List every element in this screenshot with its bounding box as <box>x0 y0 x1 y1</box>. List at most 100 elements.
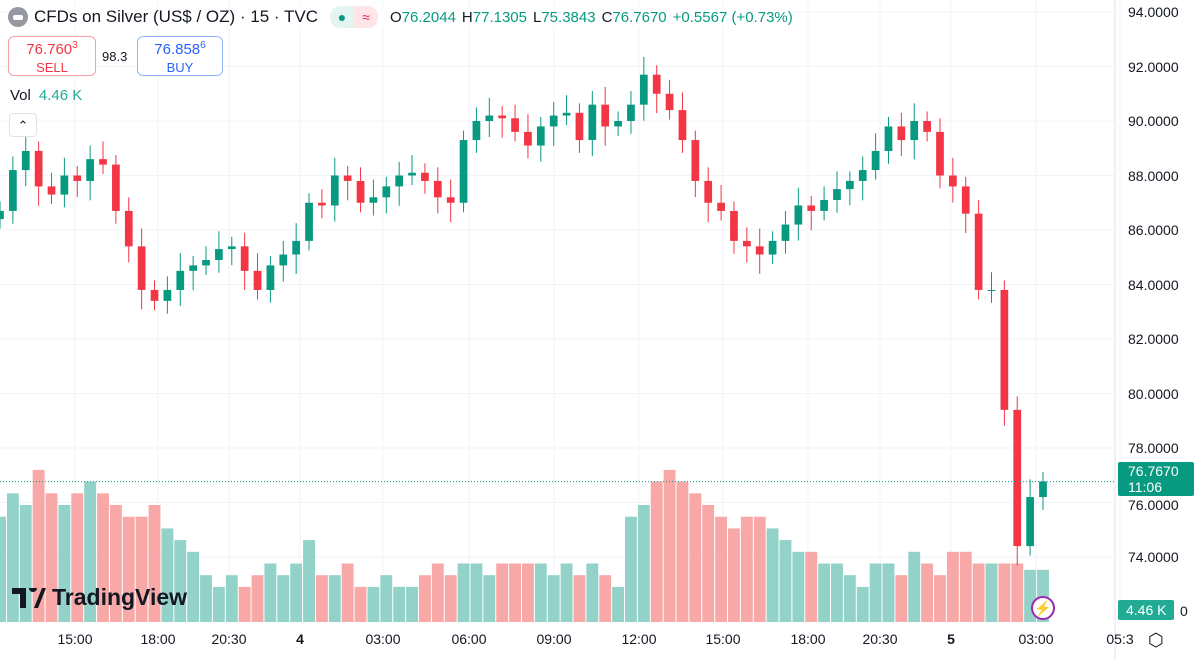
volume-bar <box>470 563 483 622</box>
candle-body <box>150 289 159 301</box>
last-price-tag: 76.7670 11:06 <box>1118 462 1194 496</box>
candle-body <box>330 175 339 206</box>
sell-button[interactable]: 76.7603 SELL <box>8 36 96 76</box>
volume-bar <box>625 516 637 622</box>
candle-body <box>884 126 893 151</box>
volume-bar <box>264 563 277 622</box>
volume-bar <box>354 586 367 622</box>
volume-bar <box>225 575 238 622</box>
price-axis-label: 94.0000 <box>1128 4 1179 20</box>
candle-body <box>318 202 326 206</box>
volume-bar <box>251 575 264 622</box>
candle-body <box>227 246 236 250</box>
candle-body <box>858 170 867 181</box>
candle-body <box>163 289 172 301</box>
volume-bar <box>303 540 315 622</box>
price-change: +0.5567 (+0.73%) <box>672 8 793 26</box>
candle-body <box>356 180 365 203</box>
buy-button[interactable]: 76.8586 BUY <box>137 36 223 76</box>
volume-bar <box>97 493 109 622</box>
candle-body <box>742 240 751 247</box>
volume-bar <box>431 563 444 622</box>
time-axis-label: 06:00 <box>451 631 487 647</box>
candle-body <box>730 210 738 241</box>
candle-body <box>9 170 17 211</box>
chevron-up-icon: ⌃ <box>17 118 29 133</box>
candle-body <box>446 197 455 203</box>
volume-bar <box>831 563 843 622</box>
time-axis-label: 4 <box>296 631 304 647</box>
volume-bar <box>122 516 135 622</box>
time-axis-label: 05:3 <box>1106 631 1134 647</box>
candle-body <box>601 104 610 127</box>
candle-body <box>614 121 622 127</box>
price-axis-label: 84.0000 <box>1128 276 1179 293</box>
volume-bar <box>1024 569 1037 622</box>
candle-body <box>871 150 880 171</box>
volume-bar <box>200 575 212 622</box>
time-axis-label: 20:30 <box>211 631 247 647</box>
market-open-dot-icon: ● <box>330 6 355 28</box>
volume-bar <box>753 516 766 622</box>
collapse-legend-button[interactable]: ⌃ <box>9 113 37 137</box>
volume-bar <box>58 505 71 622</box>
candle-body <box>755 246 764 255</box>
candle-body <box>498 115 507 119</box>
volume-bar <box>393 586 406 622</box>
candle-body <box>717 202 725 211</box>
price-axis-label: 92.0000 <box>1128 58 1179 75</box>
lightning-icon[interactable]: ⚡ <box>1031 596 1055 620</box>
volume-bar <box>444 575 457 622</box>
candle-body <box>652 74 661 94</box>
volume-bar <box>908 551 921 622</box>
candle-body <box>73 175 82 181</box>
time-axis-label: 03:00 <box>365 631 401 647</box>
volume-bar <box>32 469 45 622</box>
candle-body <box>794 205 803 225</box>
candle-body <box>86 159 94 181</box>
market-status[interactable]: ● ≈ <box>330 6 379 28</box>
candle-body <box>189 265 198 271</box>
candle-body <box>897 126 906 141</box>
volume-bar <box>818 563 831 622</box>
price-axis-label: 90.0000 <box>1128 113 1179 129</box>
time-axis-label: 15:00 <box>57 631 93 647</box>
candle-body <box>1013 409 1022 547</box>
candle-body <box>549 115 558 127</box>
settings-gear-icon[interactable]: ⬡ <box>1148 630 1164 650</box>
volume-bar <box>560 563 573 622</box>
volume-bar <box>71 493 84 622</box>
candle-body <box>459 140 468 203</box>
volume-bar <box>972 563 985 622</box>
candle-body <box>678 110 687 141</box>
candle-body <box>408 172 416 176</box>
volume-bar <box>534 563 547 622</box>
price-axis-label: 86.0000 <box>1128 222 1179 238</box>
volume-bar <box>0 516 6 622</box>
candle-body <box>34 150 43 187</box>
candle-body <box>536 126 545 146</box>
volume-bar <box>959 551 972 622</box>
volume-bar <box>1037 569 1049 622</box>
candle-body <box>524 131 532 146</box>
volume-bar <box>985 563 998 622</box>
volume-bar <box>457 563 470 622</box>
volume-bar <box>367 586 380 622</box>
candle-body <box>511 118 519 132</box>
symbol-header: CFDs on Silver (US$ / OZ) · 15 · TVC ● ≈… <box>8 6 793 28</box>
candle-body <box>923 121 931 132</box>
volume-bar <box>238 586 251 622</box>
symbol-title[interactable]: CFDs on Silver (US$ / OZ) · 15 · TVC <box>34 7 319 26</box>
volume-bar <box>277 575 290 622</box>
volume-bar <box>418 575 431 622</box>
volume-bar <box>766 528 779 622</box>
candle-body <box>369 197 378 203</box>
candle-body <box>936 131 944 176</box>
volume-bar <box>109 505 122 622</box>
candle-body <box>112 164 120 211</box>
volume-bar <box>934 575 946 622</box>
candle-body <box>562 112 571 116</box>
time-axis-label: 18:00 <box>140 631 176 647</box>
volume-axis-zero: 0 <box>1180 603 1188 619</box>
